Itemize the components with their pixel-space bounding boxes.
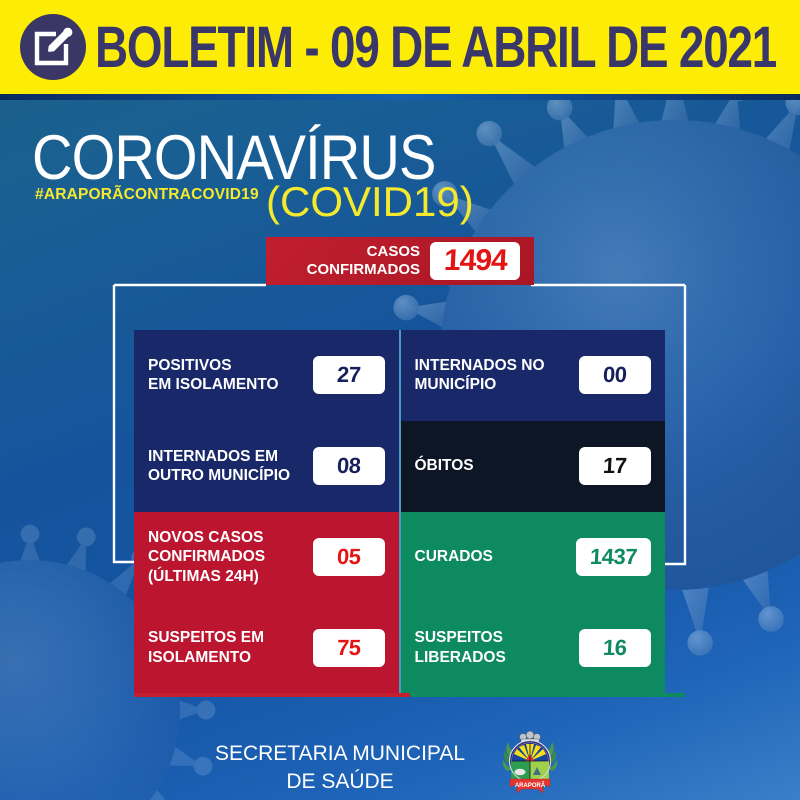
svg-text:ARAPORÃ: ARAPORÃ — [515, 782, 546, 789]
